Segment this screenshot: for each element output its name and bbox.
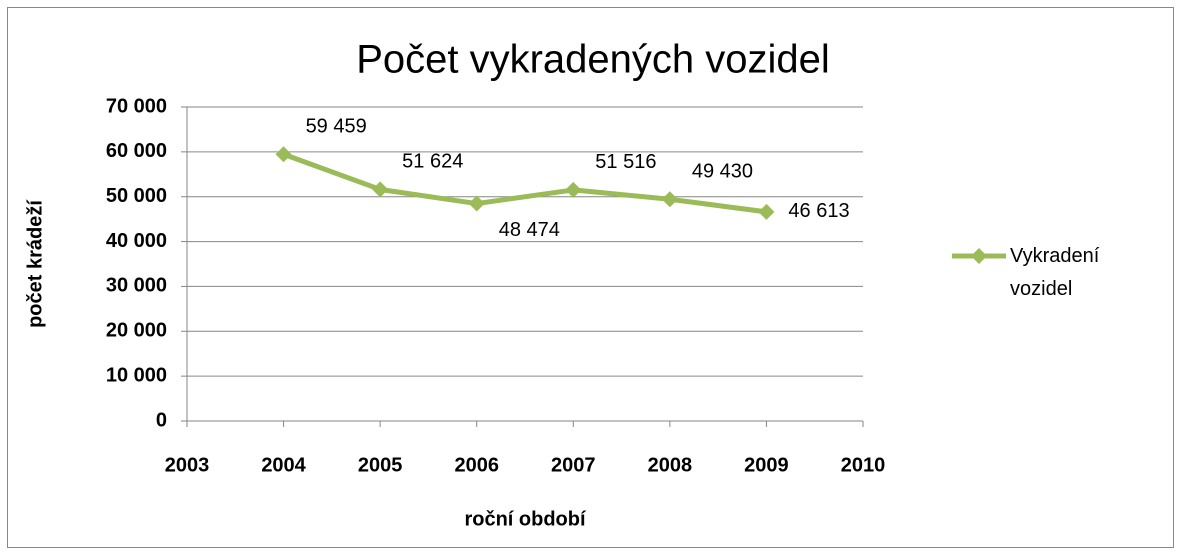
y-tick-label: 70 000 (106, 95, 167, 117)
y-tick-label: 30 000 (106, 275, 167, 297)
chart-border (7, 7, 1174, 548)
x-tick-label: 2007 (551, 454, 596, 476)
x-tick-label: 2008 (648, 454, 693, 476)
chart-title: Počet vykradených vozidel (356, 38, 830, 82)
y-axis-label: počet krádeží (24, 199, 46, 328)
data-label: 51 624 (402, 151, 463, 173)
y-tick-label: 60 000 (106, 140, 167, 162)
point (275, 146, 292, 163)
y-tick-label: 20 000 (106, 320, 167, 342)
data-label: 48 474 (499, 219, 560, 241)
y-tick-label: 50 000 (106, 185, 167, 207)
x-tick-label: 2005 (358, 454, 403, 476)
data-label: 59 459 (306, 116, 367, 138)
x-tick-label: 2003 (165, 454, 210, 476)
x-tick-label: 2004 (261, 454, 306, 476)
y-tick-label: 40 000 (106, 230, 167, 252)
point (468, 195, 485, 212)
point (661, 191, 678, 208)
point (372, 181, 389, 198)
point (565, 181, 582, 198)
x-tick-label: 2009 (744, 454, 789, 476)
data-label: 51 516 (595, 151, 656, 173)
x-tick-label: 2006 (454, 454, 499, 476)
legend-marker (971, 248, 987, 264)
series-line (282, 151, 767, 215)
data-label: 46 613 (788, 200, 849, 222)
point (758, 203, 775, 220)
y-tick-label: 10 000 (106, 364, 167, 386)
x-axis-label: roční období (464, 508, 587, 530)
legend-label: Vykradení vozidel (1010, 245, 1100, 300)
data-label: 49 430 (692, 161, 753, 183)
x-tick-label: 2010 (841, 454, 886, 476)
y-tick-label: 0 (156, 409, 167, 431)
